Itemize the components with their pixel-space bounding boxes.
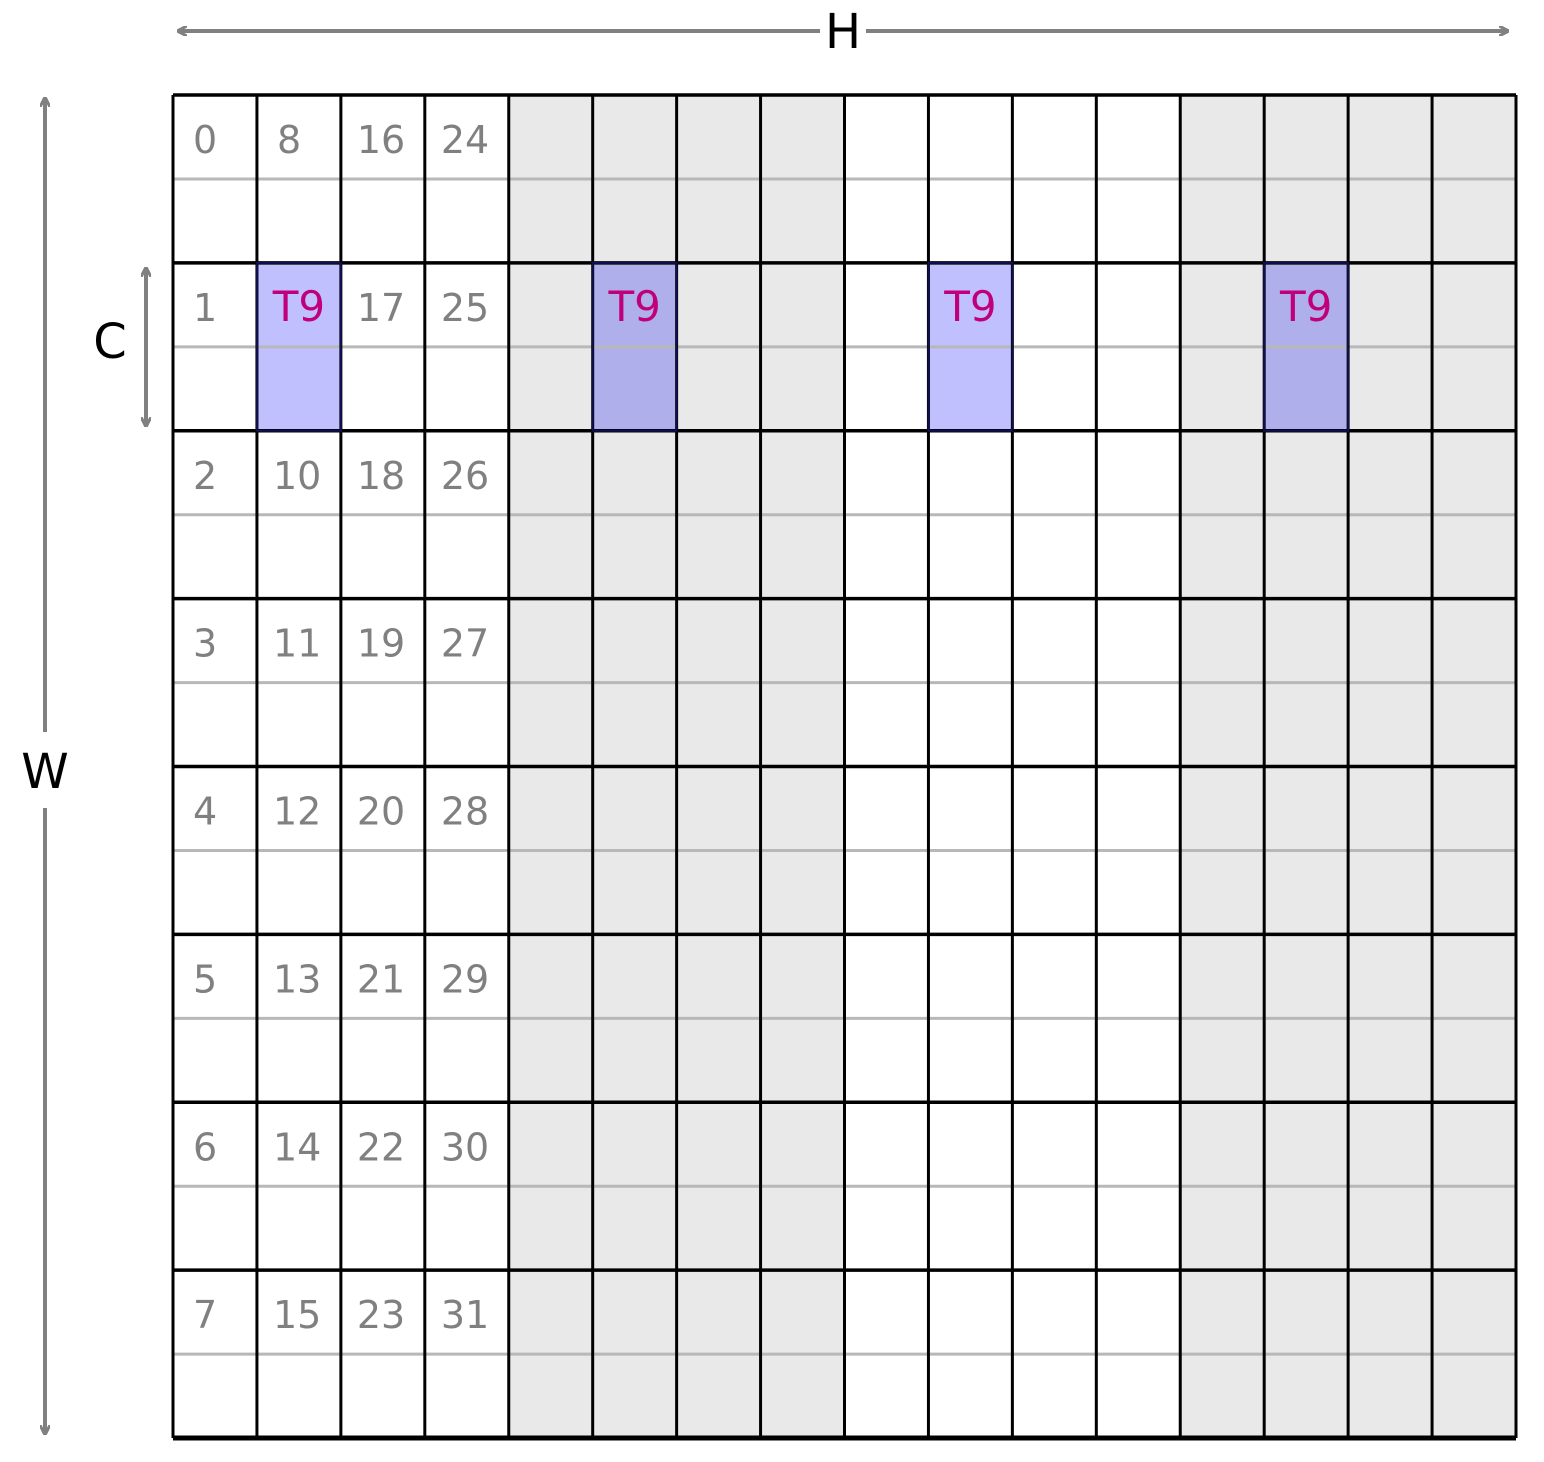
cell-label: 19 (357, 622, 405, 666)
highlight-outline (591, 261, 678, 432)
w-label: W (21, 744, 68, 800)
highlight-label: T9 (1279, 282, 1332, 331)
highlight-outline (927, 261, 1014, 432)
cell-label: 20 (357, 790, 405, 834)
cell-label: 18 (357, 454, 405, 498)
highlight-label: T9 (607, 282, 660, 331)
highlight-label: T9 (943, 282, 996, 331)
cell-label: 8 (277, 118, 301, 162)
cell-label: 31 (441, 1293, 489, 1337)
cell-label: 21 (357, 957, 405, 1001)
cell-label: 30 (441, 1125, 489, 1169)
cell-label: 12 (273, 790, 321, 834)
cell-label: 23 (357, 1293, 405, 1337)
cell-label: 22 (357, 1125, 405, 1169)
cell-label: 17 (357, 286, 405, 330)
c-label: C (93, 314, 127, 370)
cell-label: 7 (193, 1293, 217, 1337)
cell-label: 4 (193, 790, 217, 834)
cell-label: 28 (441, 790, 489, 834)
cell-label: 27 (441, 622, 489, 666)
cell-label: 13 (273, 957, 321, 1001)
cell-label: 3 (193, 622, 217, 666)
cell-label: 10 (273, 454, 321, 498)
cell-label: 15 (273, 1293, 321, 1337)
cell-label: 16 (357, 118, 405, 162)
highlight-outline (1263, 261, 1350, 432)
dimension-arrows: H W C (21, 4, 1508, 1434)
cell-label: 14 (273, 1125, 321, 1169)
highlight-outline (255, 261, 342, 432)
cell-label: 1 (193, 286, 217, 330)
highlight-label: T9 (272, 282, 325, 331)
cell-label: 29 (441, 957, 489, 1001)
cell-label: 6 (193, 1125, 217, 1169)
cell-label: 2 (193, 454, 217, 498)
cell-label: 25 (441, 286, 489, 330)
cell-label: 26 (441, 454, 489, 498)
cell-label: 11 (273, 622, 321, 666)
cell-label: 5 (193, 957, 217, 1001)
h-label: H (825, 4, 861, 60)
cell-label: 24 (441, 118, 489, 162)
cell-label: 0 (193, 118, 217, 162)
